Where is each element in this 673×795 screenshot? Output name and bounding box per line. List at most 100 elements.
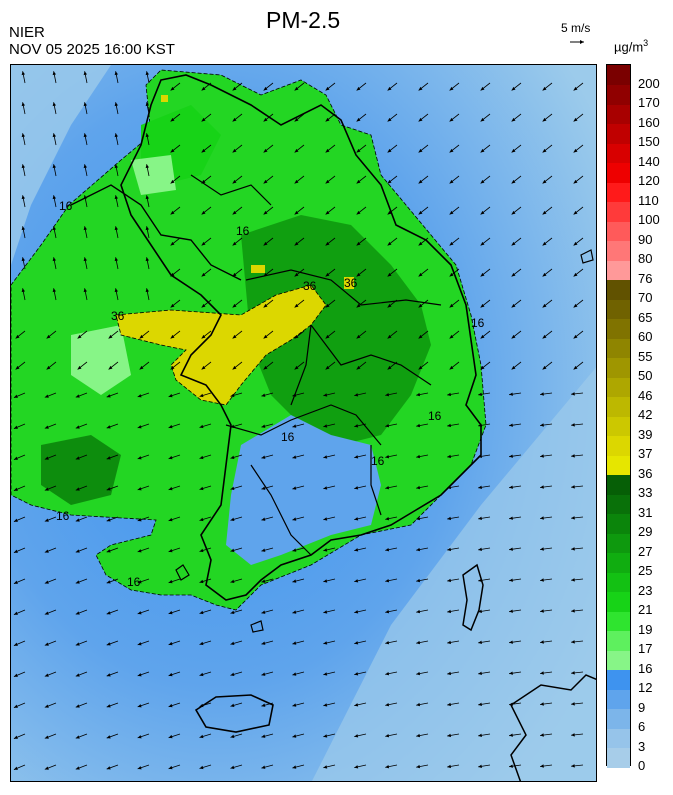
wind-arrow-head	[145, 133, 150, 138]
unit-main: µg/m	[614, 39, 644, 55]
wind-arrow-head	[75, 549, 80, 553]
colorbar-swatch	[607, 182, 630, 202]
wind-arrow-head	[232, 272, 237, 277]
wind-scale-arrow	[570, 40, 584, 44]
pm-dark-green-west	[41, 435, 121, 505]
wind-arrow-head	[199, 579, 204, 584]
wind-arrow-head	[447, 640, 452, 645]
clean-air-west	[11, 65, 111, 265]
colorbar-swatch	[607, 240, 630, 261]
wind-arrow-head	[478, 671, 482, 676]
wind-arrow-head	[571, 702, 575, 706]
jeju-island	[194, 694, 274, 733]
wind-arrow-head	[573, 148, 578, 153]
wind-arrow-head	[46, 334, 51, 339]
wind-arrow-head	[325, 272, 330, 277]
wind-arrow-head	[168, 548, 173, 553]
wind-arrow-head	[449, 303, 454, 308]
wind-arrow-head	[478, 578, 482, 583]
wind-arrow-head	[230, 641, 235, 646]
wind-arrow-head	[201, 241, 206, 246]
wind-arrow-head	[44, 611, 49, 615]
colorbar-swatch	[607, 591, 630, 612]
wind-arrow-head	[323, 486, 328, 490]
wind-arrow-head	[137, 394, 142, 398]
wind-arrow-head	[83, 226, 88, 231]
wind-arrow-head	[170, 86, 175, 91]
wind-arrow-head	[263, 272, 268, 277]
wind-arrow-head	[13, 673, 18, 677]
wind-arrow-head	[325, 148, 330, 153]
wind-arrow-head	[230, 672, 235, 677]
wind-arrow-head	[106, 580, 111, 584]
pm-yellow-spot-mid	[251, 265, 265, 273]
wind-arrow-head	[354, 641, 359, 645]
wind-arrow-head	[13, 549, 18, 553]
wind-arrow-head	[83, 257, 88, 262]
wind-arrow-head	[263, 334, 268, 339]
wind-arrow-head	[294, 241, 299, 246]
wind-arrow-head	[387, 210, 392, 215]
tsushima-island	[462, 563, 484, 632]
small-island-2	[580, 249, 594, 264]
wind-arrow-head	[230, 517, 235, 522]
wind-arrow-head	[201, 179, 206, 184]
pm-light-green-patch	[71, 325, 131, 395]
wind-arrow-head	[261, 734, 266, 738]
wind-arrow-head	[292, 734, 297, 738]
wind-arrow-head	[83, 71, 88, 76]
wind-arrow-head	[13, 735, 18, 739]
wind-arrow-head	[571, 578, 575, 582]
wind-arrow-head	[540, 733, 544, 737]
wind-arrow-head	[418, 365, 423, 370]
wind-arrow-head	[356, 179, 361, 184]
colorbar-tick-label: 80	[638, 251, 653, 266]
wind-arrow-head	[447, 392, 452, 397]
colorbar-tick-label: 46	[638, 387, 653, 403]
wind-arrow-head	[114, 71, 119, 76]
wind-arrow-head	[168, 455, 173, 460]
colorbar-tick-label: 23	[638, 582, 653, 598]
pm25-map: 16 16 16 16 16 16 16 16 36 36 36	[10, 64, 597, 782]
pm-yellow-spot-east	[344, 277, 354, 289]
colorbar-tick-label: 16	[638, 660, 653, 676]
wind-arrow-head	[139, 365, 144, 370]
wind-arrow-head	[511, 179, 516, 184]
wind-arrow-head	[385, 702, 390, 707]
contour-label: 36	[303, 279, 317, 293]
wind-arrow-head	[292, 486, 297, 490]
wind-arrow-head	[542, 148, 547, 153]
colorbar-tick-label: 29	[638, 524, 653, 539]
wind-arrow-head	[571, 733, 575, 737]
wind-arrow-head	[199, 672, 204, 677]
wind-arrow-head	[323, 703, 328, 707]
wind-arrow-head	[75, 611, 80, 615]
wind-arrow-head	[416, 640, 421, 645]
wind-arrow-head	[325, 86, 330, 91]
colorbar-swatch	[607, 435, 630, 456]
wind-arrow-head	[83, 195, 88, 200]
wind-arrow-head	[114, 195, 119, 200]
contour-label: 36	[344, 276, 358, 290]
wind-arrow-head	[75, 425, 80, 429]
wind-arrow-head	[511, 241, 516, 246]
wind-arrow-head	[354, 548, 359, 552]
wind-arrow-head	[449, 272, 454, 277]
wind-arrow-head	[294, 86, 299, 91]
wind-arrow-head	[199, 393, 204, 398]
wind-arrow-head	[15, 365, 20, 370]
wind-arrow-head	[540, 609, 544, 613]
wind-arrow-head	[21, 102, 26, 107]
wind-arrow-head	[418, 241, 423, 246]
wind-arrow-head	[13, 425, 18, 429]
wind-arrow-head	[449, 210, 454, 215]
wind-arrow-head	[75, 642, 80, 646]
contour-labels: 16 16 16 16 16 16 16 16 36 36 36	[56, 199, 485, 589]
wind-arrow-head	[114, 102, 119, 107]
wind-arrow-head	[75, 456, 80, 460]
wind-arrow-head	[232, 86, 237, 91]
contour-label: 16	[236, 224, 250, 238]
wind-arrow-head	[418, 86, 423, 91]
wind-arrow-head	[540, 702, 544, 706]
contour-label: 16	[371, 454, 385, 468]
